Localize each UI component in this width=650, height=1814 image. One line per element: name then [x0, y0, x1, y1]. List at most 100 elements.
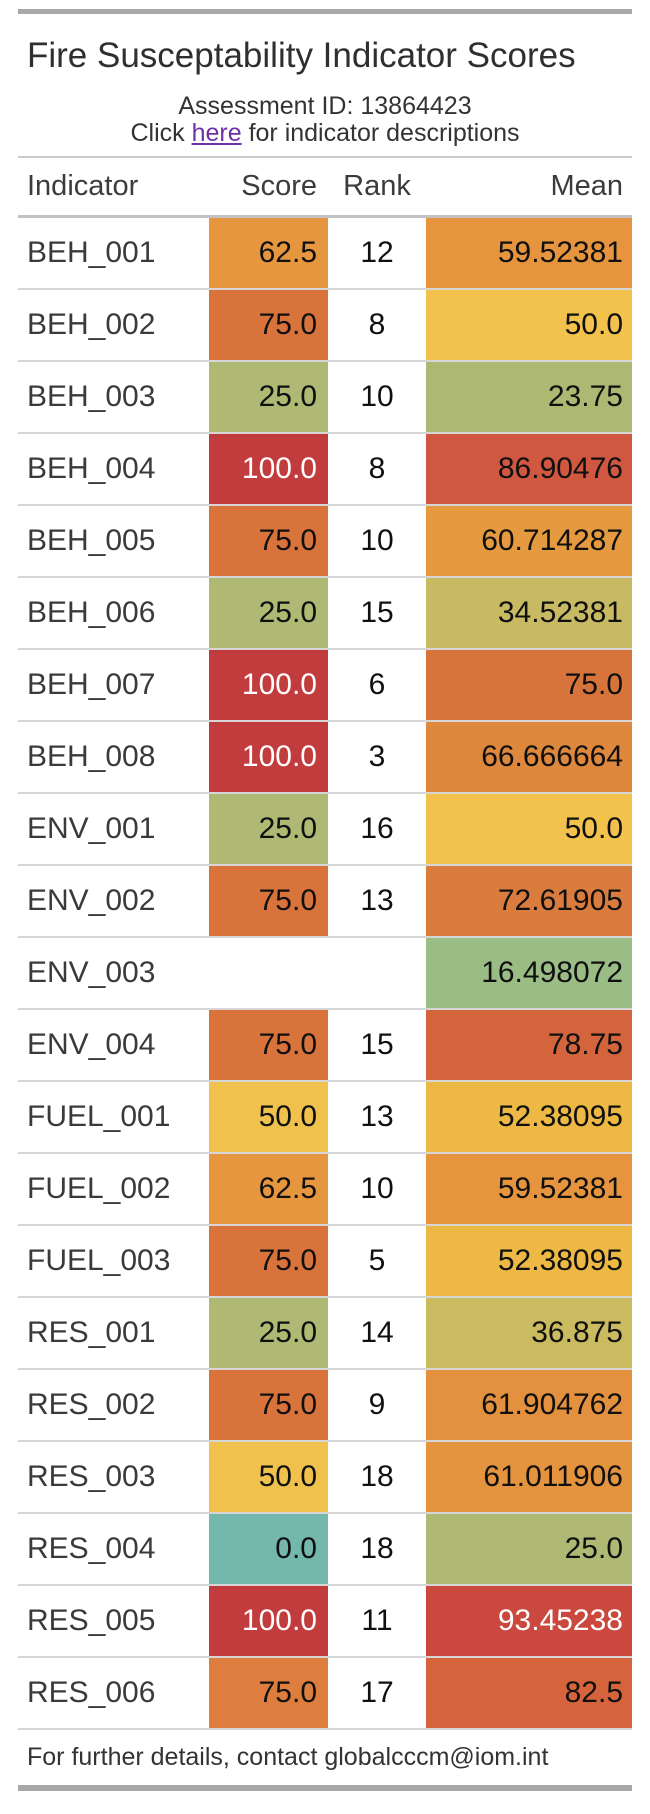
indicator-cell: ENV_001: [27, 812, 156, 846]
bottom-accent-bar: [18, 1785, 632, 1792]
table-row: ENV_002 75.0 13 72.61905: [18, 866, 632, 939]
table-card: Fire Susceptability Indicator Scores Ass…: [18, 9, 632, 1792]
rank-cell: 13: [360, 884, 394, 918]
score-cell: 75.0: [209, 290, 328, 361]
table-row: BEH_001 62.5 12 59.52381: [18, 218, 632, 291]
subtitle-prefix: Click: [130, 119, 192, 148]
score-cell: 0.0: [209, 1514, 328, 1585]
indicator-cell: RES_003: [27, 1460, 156, 1494]
score-cell: 75.0: [209, 866, 328, 937]
indicator-cell: BEH_001: [27, 236, 156, 270]
score-cell: 25.0: [209, 1298, 328, 1369]
rank-cell: 8: [368, 452, 386, 486]
table-row: BEH_004 100.0 8 86.90476: [18, 434, 632, 507]
score-cell: 100.0: [209, 722, 328, 793]
rank-cell: 18: [360, 1532, 394, 1566]
indicator-cell: RES_004: [27, 1532, 156, 1566]
description-subtitle: Click here for indicator descriptions: [18, 120, 632, 147]
assessment-id-subtitle: Assessment ID: 13864423: [178, 92, 472, 121]
mean-cell: 34.52381: [426, 578, 632, 649]
mean-cell: 50.0: [426, 794, 632, 865]
table-row: RES_004 0.0 18 25.0: [18, 1514, 632, 1587]
mean-cell: 61.011906: [426, 1442, 632, 1513]
mean-cell: 59.52381: [426, 218, 632, 289]
rank-cell: 12: [360, 236, 394, 270]
score-cell: [209, 938, 328, 1008]
table-row: ENV_001 25.0 16 50.0: [18, 794, 632, 867]
score-cell: 75.0: [209, 1226, 328, 1297]
table-row: FUEL_002 62.5 10 59.52381: [18, 1154, 632, 1227]
table-row: ENV_004 75.0 15 78.75: [18, 1010, 632, 1083]
score-cell: 75.0: [209, 1658, 328, 1729]
indicator-cell: RES_001: [27, 1316, 156, 1350]
indicator-cell: RES_006: [27, 1676, 156, 1710]
score-cell: 25.0: [209, 794, 328, 865]
table-row: FUEL_001 50.0 13 52.38095: [18, 1082, 632, 1155]
mean-cell: 66.666664: [426, 722, 632, 793]
rank-cell: 15: [360, 1028, 394, 1062]
table-row: BEH_002 75.0 8 50.0: [18, 290, 632, 363]
column-header-mean: Mean: [550, 170, 623, 203]
mean-cell: 50.0: [426, 290, 632, 361]
rank-cell: 9: [368, 1388, 386, 1422]
indicator-cell: BEH_002: [27, 308, 156, 342]
score-cell: 100.0: [209, 434, 328, 505]
indicator-cell: FUEL_003: [27, 1244, 171, 1278]
rank-cell: 11: [361, 1604, 393, 1638]
score-cell: 50.0: [209, 1442, 328, 1513]
rank-cell: 5: [368, 1244, 386, 1278]
mean-cell: 75.0: [426, 650, 632, 721]
rank-cell: [328, 938, 426, 1008]
indicator-cell: BEH_006: [27, 596, 156, 630]
mean-cell: 52.38095: [426, 1226, 632, 1297]
mean-cell: 93.45238: [426, 1586, 632, 1657]
rank-cell: 17: [360, 1676, 394, 1710]
table-row: BEH_007 100.0 6 75.0: [18, 650, 632, 723]
score-cell: 100.0: [209, 1586, 328, 1657]
indicator-cell: BEH_008: [27, 740, 156, 774]
indicator-descriptions-link[interactable]: here: [191, 119, 242, 148]
rank-cell: 10: [360, 524, 394, 558]
rank-cell: 14: [360, 1316, 394, 1350]
score-cell: 75.0: [209, 506, 328, 577]
score-cell: 62.5: [209, 218, 328, 289]
indicator-cell: BEH_007: [27, 668, 156, 702]
page-title: Fire Susceptability Indicator Scores: [27, 36, 576, 75]
mean-cell: 59.52381: [426, 1154, 632, 1225]
mean-cell: 25.0: [426, 1514, 632, 1585]
table-footer-note: For further details, contact globalcccm@…: [27, 1743, 549, 1772]
score-cell: 25.0: [209, 578, 328, 649]
table-row: RES_006 75.0 17 82.5: [18, 1658, 632, 1731]
mean-cell: 61.904762: [426, 1370, 632, 1441]
rank-cell: 10: [360, 1172, 394, 1206]
table-row: RES_003 50.0 18 61.011906: [18, 1442, 632, 1515]
subtitle-suffix: for indicator descriptions: [241, 119, 520, 148]
indicator-cell: ENV_003: [27, 956, 156, 990]
score-cell: 25.0: [209, 362, 328, 433]
table-row: BEH_008 100.0 3 66.666664: [18, 722, 632, 795]
rank-cell: 18: [360, 1460, 394, 1494]
score-cell: 75.0: [209, 1370, 328, 1441]
indicator-cell: FUEL_002: [27, 1172, 171, 1206]
table-header-row: Indicator Score Rank Mean: [18, 156, 632, 219]
mean-cell: 72.61905: [426, 866, 632, 937]
rank-cell: 15: [360, 596, 394, 630]
rank-cell: 16: [360, 812, 394, 846]
table-row: RES_001 25.0 14 36.875: [18, 1298, 632, 1371]
mean-cell: 78.75: [426, 1010, 632, 1081]
table-row: BEH_003 25.0 10 23.75: [18, 362, 632, 435]
rank-cell: 8: [368, 308, 386, 342]
top-accent-bar: [18, 9, 632, 14]
indicator-cell: ENV_004: [27, 1028, 156, 1062]
score-cell: 75.0: [209, 1010, 328, 1081]
indicator-cell: BEH_005: [27, 524, 156, 558]
table-row: ENV_003 16.498072: [18, 938, 632, 1011]
mean-cell: 52.38095: [426, 1082, 632, 1153]
mean-cell: 16.498072: [426, 938, 632, 1009]
mean-cell: 60.714287: [426, 506, 632, 577]
column-header-indicator: Indicator: [27, 170, 139, 203]
table-row: RES_005 100.0 11 93.45238: [18, 1586, 632, 1659]
indicator-cell: RES_002: [27, 1388, 156, 1422]
table-row: FUEL_003 75.0 5 52.38095: [18, 1226, 632, 1299]
score-cell: 100.0: [209, 650, 328, 721]
